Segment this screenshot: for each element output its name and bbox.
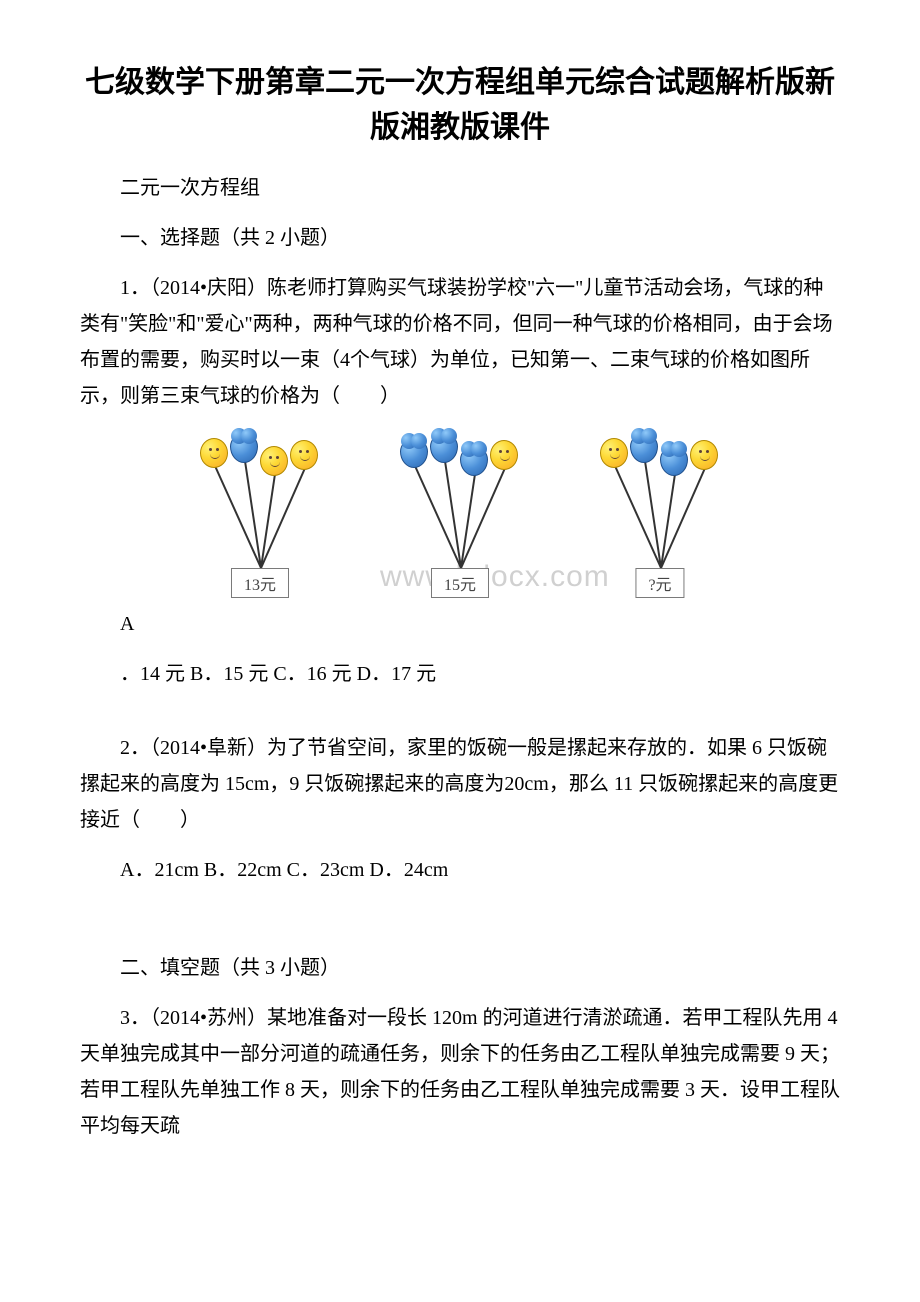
balloon-stem — [260, 474, 275, 568]
page-title: 七级数学下册第章二元一次方程组单元综合试题解析版新版湘教版课件 — [80, 60, 840, 150]
question-3-text: 3．（2014•苏州）某地准备对一段长 120m 的河道进行清淤疏通．若甲工程队… — [80, 1000, 840, 1144]
smile-balloon-icon — [200, 438, 228, 468]
balloon-stem — [214, 466, 261, 569]
price-label: 15元 — [431, 568, 489, 598]
smile-balloon-icon — [260, 446, 288, 476]
section-1-heading: 一、选择题（共 2 小题） — [80, 220, 840, 256]
balloon-bunch: ?元 — [580, 428, 740, 598]
heart-balloon-icon — [630, 433, 658, 463]
smile-balloon-icon — [690, 440, 718, 470]
heart-balloon-icon — [400, 438, 428, 468]
price-label: ?元 — [635, 568, 684, 598]
heart-balloon-icon — [460, 446, 488, 476]
smile-balloon-icon — [290, 440, 318, 470]
question-2-text: 2．（2014•阜新）为了节省空间，家里的饭碗一般是摞起来存放的．如果 6 只饭… — [80, 730, 840, 838]
question-1-options: ．14 元 B．15 元 C．16 元 D．17 元 — [80, 656, 840, 692]
heart-balloon-icon — [430, 433, 458, 463]
balloon-bunch: 15元 — [380, 428, 540, 598]
heart-balloon-icon — [660, 446, 688, 476]
smile-balloon-icon — [600, 438, 628, 468]
balloon-stem — [414, 466, 461, 569]
balloon-stem — [660, 474, 675, 568]
balloon-stem — [614, 466, 661, 569]
subtitle: 二元一次方程组 — [80, 170, 840, 206]
question-2-options: A．21cm B．22cm C．23cm D．24cm — [80, 852, 840, 888]
balloon-figure: www.bdocx.com 13元15元?元 — [80, 428, 840, 598]
price-label: 13元 — [231, 568, 289, 598]
heart-balloon-icon — [230, 433, 258, 463]
section-2-heading: 二、填空题（共 3 小题） — [80, 950, 840, 986]
smile-balloon-icon — [490, 440, 518, 470]
question-1-option-prefix: A — [80, 606, 840, 642]
balloon-bunch: 13元 — [180, 428, 340, 598]
balloon-stem — [460, 474, 475, 568]
question-1-text: 1．（2014•庆阳）陈老师打算购买气球装扮学校"六一"儿童节活动会场，气球的种… — [80, 270, 840, 414]
